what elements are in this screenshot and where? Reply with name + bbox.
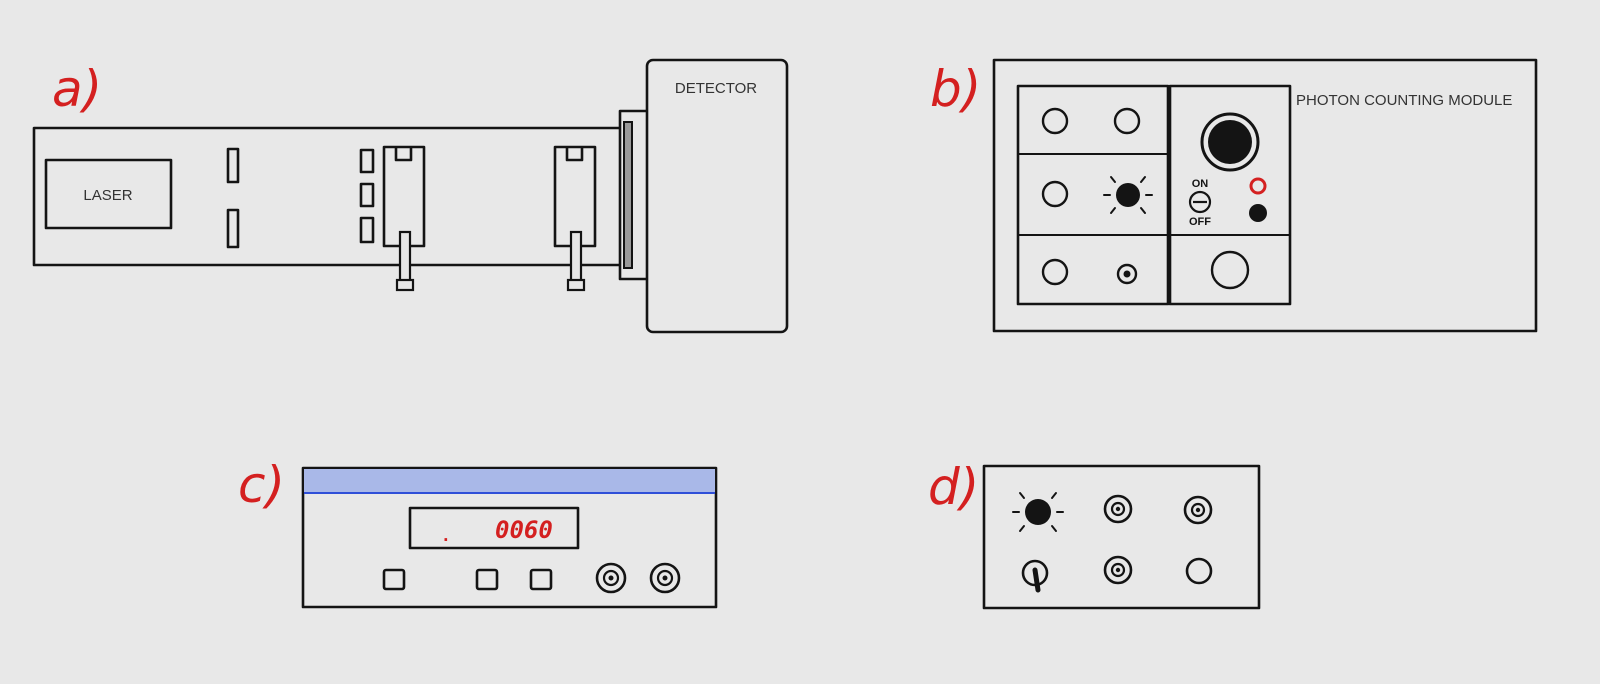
counter-display-value: 0060 <box>495 516 553 544</box>
panel-d: d) <box>928 458 1261 610</box>
filter-slot-1 <box>359 148 375 174</box>
power-switch[interactable] <box>1188 190 1212 214</box>
panel-c-tag: c) <box>238 456 285 514</box>
lens-holder-2-clip <box>565 148 584 162</box>
output-port-b[interactable] <box>1210 250 1250 290</box>
indicator-light-red <box>1249 177 1267 195</box>
bnc-connector-d2[interactable] <box>1183 495 1213 525</box>
panel-a-tag: a) <box>52 60 102 118</box>
toggle-switch-d[interactable] <box>1021 559 1049 593</box>
lens-holder-1-clip <box>394 148 413 162</box>
counter-unit <box>301 466 718 609</box>
lens-holder-1-body <box>382 145 426 248</box>
counter-display-dot: . <box>441 526 451 545</box>
lens-holder-2-body <box>553 145 597 248</box>
indicator-light-black <box>1249 204 1267 222</box>
switch-on-label: ON <box>1192 178 1209 190</box>
photon-counting-module <box>992 58 1538 333</box>
switch-off-label: OFF <box>1189 216 1211 228</box>
sensor-port-ring <box>1200 112 1260 172</box>
adjust-knob-b[interactable] <box>1103 176 1153 214</box>
lens-holder-2-post <box>569 230 583 284</box>
panel-b-tag: b) <box>930 60 981 118</box>
bnc-connector-c2[interactable] <box>649 562 681 594</box>
counter-button-2[interactable] <box>475 568 499 591</box>
panel-a: a) LASER DETECTOR <box>32 58 789 334</box>
counter-display <box>408 506 580 550</box>
connector-port-2[interactable] <box>1113 107 1141 135</box>
detector-housing <box>645 58 789 334</box>
bnc-connector-b-pin <box>1123 270 1131 278</box>
connector-port-4[interactable] <box>1041 258 1069 286</box>
output-port-d[interactable] <box>1185 557 1213 585</box>
filter-slot-3 <box>359 216 375 244</box>
sensor-port[interactable] <box>1208 120 1252 164</box>
bnc-connector-c1[interactable] <box>595 562 627 594</box>
bnc-connector-b[interactable] <box>1116 263 1138 285</box>
bnc-connector-d3[interactable] <box>1103 555 1133 585</box>
control-grid <box>1168 84 1292 306</box>
power-supply-unit <box>982 464 1261 610</box>
counter-button-3[interactable] <box>529 568 553 591</box>
lens-holder-1[interactable] <box>382 145 426 292</box>
filter-slot-2 <box>359 182 375 208</box>
module-label: PHOTON COUNTING MODULE <box>1296 92 1512 109</box>
panel-d-tag: d) <box>928 458 979 516</box>
lens-holder-2[interactable] <box>553 145 597 292</box>
laser-housing <box>44 158 173 230</box>
aperture-slot-upper <box>226 147 240 184</box>
bnc-connector-d1[interactable] <box>1103 494 1133 524</box>
lens-holder-1-post <box>398 230 412 284</box>
panel-c: c) . 0060 <box>238 456 718 609</box>
counter-header-band <box>304 469 715 493</box>
adjust-knob-d[interactable] <box>1012 492 1064 532</box>
aperture-slot-lower <box>226 208 240 249</box>
connector-port-1[interactable] <box>1041 107 1069 135</box>
panel-b: b) PHOTON COUNTING MODULE <box>930 58 1538 333</box>
counter-button-1[interactable] <box>382 568 406 591</box>
lens-holder-2-knob[interactable] <box>566 278 586 292</box>
connector-port-3[interactable] <box>1041 180 1069 208</box>
laser-label: LASER <box>83 187 132 204</box>
connector-grid <box>1016 84 1170 306</box>
detector-label: DETECTOR <box>675 80 757 97</box>
lens-holder-1-knob[interactable] <box>395 278 415 292</box>
detector-window <box>623 121 633 269</box>
